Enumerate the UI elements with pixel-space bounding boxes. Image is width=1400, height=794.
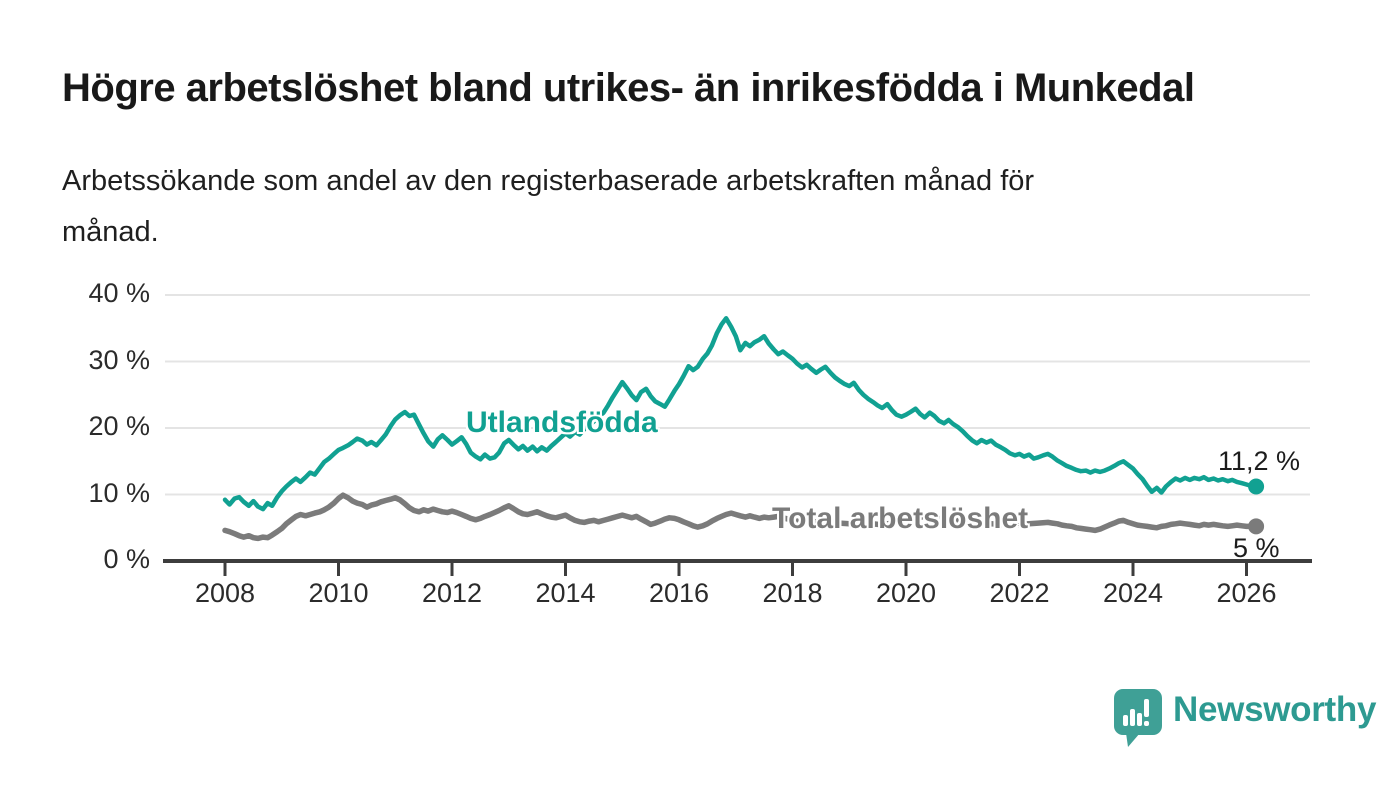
y-tick-label-20: 20 %	[88, 411, 150, 441]
series-label-total-arbetsloshet: Total arbetslöshet	[772, 502, 1029, 535]
x-tick-label-2012: 2012	[421, 578, 483, 608]
series-line-0	[222, 316, 1259, 512]
brand-wordmark: Newsworthy	[1173, 690, 1377, 729]
chart-subtitle: Arbetssökande som andel av den registerb…	[62, 156, 1282, 258]
series-endpoint-dot-0	[1248, 478, 1265, 495]
x-tick-label-2014: 2014	[535, 578, 596, 608]
y-tick-label-40: 40 %	[88, 278, 150, 308]
x-tick-label-2010: 2010	[308, 578, 369, 608]
y-tick-label-0: 0 %	[103, 544, 150, 574]
newsworthy-logo-icon	[1114, 689, 1162, 747]
x-tick-label-2016: 2016	[648, 578, 710, 608]
series-endpoint-dot-1	[1248, 518, 1265, 535]
series-label-utlandsfodda: Utlandsfödda	[466, 406, 658, 439]
x-tick-label-2024: 2024	[1102, 578, 1164, 608]
x-tick-label-2020: 2020	[875, 578, 937, 608]
y-tick-label-30: 30 %	[88, 344, 150, 375]
end-value-label-utlandsfodda: 11,2 %	[1218, 446, 1301, 476]
x-tick-label-2018: 2018	[762, 578, 823, 608]
series-line-1	[222, 492, 1259, 542]
x-tick-label-2008: 2008	[194, 578, 256, 608]
logo-bar-chart-glyph	[1123, 699, 1149, 726]
chart-title: Högre arbetslöshet bland utrikes- än inr…	[62, 66, 1195, 110]
x-tick-label-2026: 2026	[1216, 578, 1277, 608]
y-tick-label-10: 10 %	[88, 477, 150, 508]
chart-subtitle-line-2: månad.	[62, 216, 159, 248]
brand-footer: Newsworthy	[1113, 688, 1376, 752]
x-tick-label-2022: 2022	[989, 578, 1050, 608]
end-value-label-total: 5 %	[1233, 533, 1280, 563]
chart-subtitle-line-1: Arbetssökande som andel av den registerb…	[62, 165, 1035, 197]
